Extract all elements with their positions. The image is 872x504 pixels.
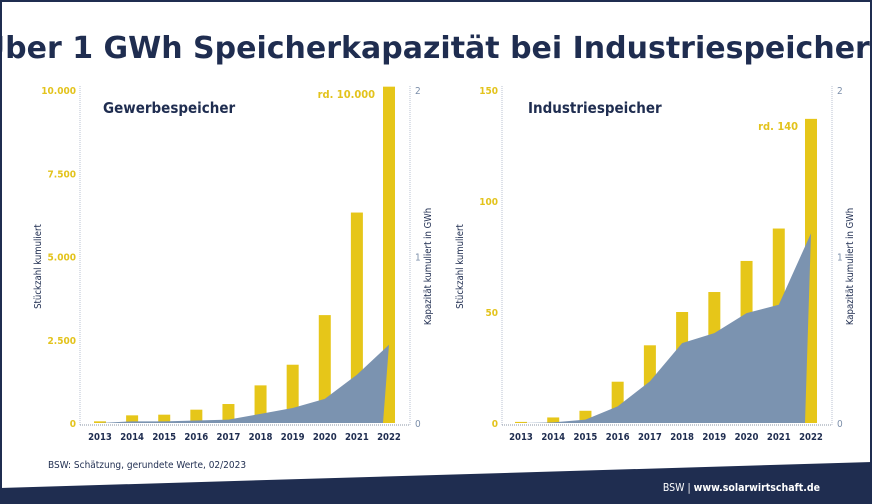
x-tick-label: 2015 <box>574 432 598 443</box>
y-tick-label: 7.500 <box>48 169 76 180</box>
y-tick-label: 0 <box>492 419 498 430</box>
y-tick-label: 10.000 <box>41 86 76 97</box>
source-note: BSW: Schätzung, gerundete Werte, 02/2023 <box>48 460 246 471</box>
y2-tick-label: 2 <box>415 86 421 97</box>
bar-2020 <box>318 315 331 423</box>
bar-2022 <box>383 86 395 424</box>
footer-org: BSW | www.solarwirtschaft.de <box>663 482 820 494</box>
y2-tick-label: 2 <box>837 86 843 97</box>
y-tick-label: 2.500 <box>48 336 76 347</box>
x-tick-label: 2017 <box>638 432 662 443</box>
footer-band <box>0 462 872 504</box>
x-tick-label: 2016 <box>184 432 208 443</box>
x-tick-label: 2018 <box>249 432 273 443</box>
chart-title: Industriespeicher <box>528 99 662 117</box>
y2-tick-label: 0 <box>415 419 421 430</box>
y-axis-title: Stückzahl kumuliert <box>455 223 466 308</box>
x-tick-label: 2019 <box>281 432 305 443</box>
annotation-label: rd. 140 <box>758 120 798 133</box>
page-title: Über 1 GWh Speicherkapazität bei Industr… <box>0 29 872 66</box>
bar-2015 <box>158 414 171 423</box>
bar-2017 <box>222 404 235 423</box>
bar-2013 <box>515 421 527 423</box>
bar-2022 <box>805 118 817 424</box>
chart-industriespeicher: 0 50 100 150 0 1 2 2013 2014 2015 2016 2017 2018 2019… <box>455 86 856 443</box>
x-tick-label: 2022 <box>377 432 401 443</box>
y2-tick-label: 1 <box>415 253 421 264</box>
y2-axis-title: Kapazität kumuliert in GWh <box>845 208 856 325</box>
x-tick-label: 2015 <box>152 432 176 443</box>
bar-2018 <box>254 385 267 423</box>
y-tick-label: 50 <box>485 308 498 319</box>
bar-2014 <box>126 415 139 423</box>
y-tick-label: 100 <box>479 197 498 208</box>
bar-2013 <box>94 421 106 423</box>
x-tick-label: 2014 <box>120 432 144 443</box>
y-tick-label: 0 <box>70 419 76 430</box>
x-tick-label: 2019 <box>702 432 726 443</box>
x-tick-label: 2016 <box>606 432 630 443</box>
capacity-area <box>515 233 811 423</box>
y-tick-label: 5.000 <box>48 253 76 264</box>
annotation-label: rd. 10.000 <box>318 88 375 101</box>
x-tick-label: 2014 <box>541 432 565 443</box>
x-tick-label: 2013 <box>509 432 533 443</box>
y2-tick-label: 0 <box>837 419 843 430</box>
y-tick-label: 150 <box>479 86 498 97</box>
y2-axis-title: Kapazität kumuliert in GWh <box>423 208 434 325</box>
y-axis-title: Stückzahl kumuliert <box>33 223 44 308</box>
chart-title: Gewerbespeicher <box>103 99 236 117</box>
y2-tick-label: 1 <box>837 253 843 264</box>
x-tick-label: 2020 <box>735 432 759 443</box>
bar-2014 <box>547 417 560 423</box>
bar-2021 <box>350 212 363 423</box>
x-tick-label: 2021 <box>767 432 791 443</box>
x-tick-label: 2022 <box>799 432 823 443</box>
bar-2016 <box>190 409 203 423</box>
x-tick-label: 2020 <box>313 432 337 443</box>
x-tick-label: 2017 <box>217 432 241 443</box>
x-tick-label: 2018 <box>670 432 694 443</box>
x-tick-label: 2013 <box>88 432 112 443</box>
x-tick-label: 2021 <box>345 432 369 443</box>
capacity-area <box>94 344 389 423</box>
chart-gewerbespeicher: 0 2.500 5.000 7.500 10.000 0 1 2 2013 2014 2015 201… <box>33 86 434 443</box>
